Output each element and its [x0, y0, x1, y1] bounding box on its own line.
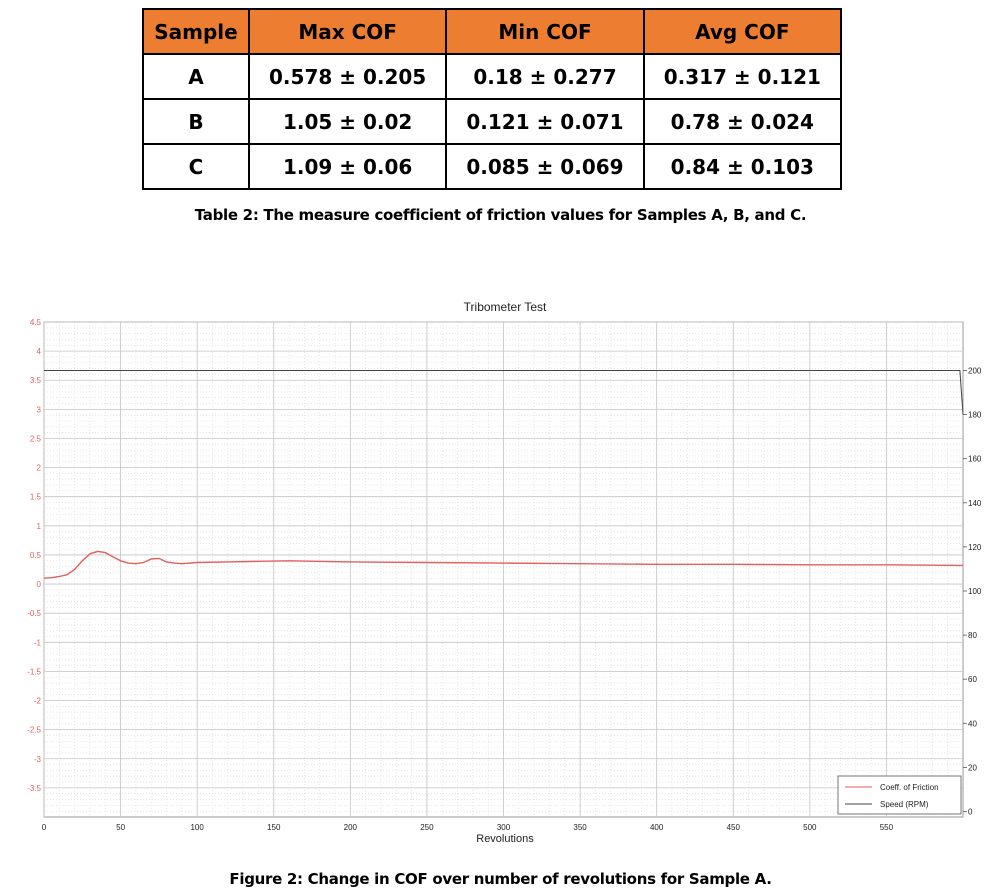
- table-row: C 1.09 ± 0.06 0.085 ± 0.069 0.84 ± 0.103: [142, 143, 843, 190]
- y2-tick-label: 60: [968, 675, 977, 684]
- legend-box: [837, 775, 962, 815]
- x-tick-label: 450: [727, 823, 741, 832]
- cell-avg-cof: 0.84 ± 0.103: [642, 143, 843, 190]
- x-tick-label: 400: [650, 823, 664, 832]
- y2-tick-label: 120: [968, 543, 982, 552]
- x-tick-label: 50: [116, 823, 125, 832]
- y-tick-label: 3: [37, 405, 42, 414]
- grid-major: [43, 321, 963, 817]
- ticks-layer: 0 50 100 150 200 250 300 350 400 450 500 5504.543.5…: [27, 318, 982, 832]
- header-max-cof: Max COF: [247, 8, 448, 55]
- cell-sample: A: [142, 53, 250, 100]
- y-tick-label: 2: [37, 464, 42, 473]
- table-caption: Table 2: The measure coefficient of fric…: [194, 206, 807, 224]
- y-tick-label: -1: [34, 638, 42, 647]
- cell-min-cof: 0.18 ± 0.277: [445, 53, 645, 100]
- y2-tick-label: 0: [968, 807, 973, 816]
- cell-avg-cof: 0.317 ± 0.121: [642, 53, 843, 100]
- series-line-cof: [43, 550, 964, 579]
- header-sample: Sample: [142, 8, 250, 55]
- y2-tick-label: 100: [968, 587, 982, 596]
- x-tick-label: 350: [573, 823, 587, 832]
- table-header-row: Sample Max COF Min COF Avg COF: [142, 8, 843, 55]
- x-tick-label: 150: [267, 823, 281, 832]
- cof-table: Sample Max COF Min COF Avg COF A 0.578 ±…: [142, 8, 843, 190]
- cell-sample: C: [142, 143, 250, 190]
- table-row: B 1.05 ± 0.02 0.121 ± 0.071 0.78 ± 0.024: [142, 98, 843, 145]
- legend: Coeff. of Friction Speed (RPM): [837, 775, 962, 815]
- y-tick-label: -1.5: [27, 667, 41, 676]
- figure-caption: Figure 2: Change in COF over number of r…: [229, 870, 772, 888]
- x-axis-label: Revolutions: [476, 833, 534, 845]
- x-tick-label: 0: [42, 823, 47, 832]
- y2-tick-label: 20: [968, 763, 977, 772]
- tribometer-chart: 0 50 100 150 200 250 300 350 400 450 500 5504.543.5…: [27, 300, 982, 845]
- y2-tick-label: 40: [968, 719, 977, 728]
- series-line-speed: [44, 370, 964, 415]
- x-tick-label: 250: [420, 823, 434, 832]
- cell-max-cof: 1.09 ± 0.06: [247, 143, 448, 190]
- y-tick-label: 4: [37, 347, 42, 356]
- y-tick-label: -2: [34, 697, 42, 706]
- legend-label-cof: Coeff. of Friction: [880, 783, 939, 792]
- x-tick-label: 500: [803, 823, 817, 832]
- y-tick-label: 4.5: [30, 318, 42, 327]
- cell-max-cof: 1.05 ± 0.02: [247, 98, 448, 145]
- y-tick-label: 0: [37, 580, 42, 589]
- y-tick-label: 3.5: [30, 376, 42, 385]
- cell-min-cof: 0.085 ± 0.069: [445, 143, 645, 190]
- y-tick-label: -3: [34, 755, 42, 764]
- cell-max-cof: 0.578 ± 0.205: [247, 53, 448, 100]
- cell-sample: B: [142, 98, 250, 145]
- y-tick-label: -0.5: [27, 609, 41, 618]
- x-tick-label: 100: [190, 823, 204, 832]
- y-tick-label: -3.5: [27, 784, 41, 793]
- table-row: A 0.578 ± 0.205 0.18 ± 0.277 0.317 ± 0.1…: [142, 53, 843, 100]
- x-tick-label: 550: [880, 823, 894, 832]
- y2-tick-label: 200: [968, 367, 982, 376]
- y2-tick-label: 180: [968, 411, 982, 420]
- x-tick-label: 300: [497, 823, 511, 832]
- y2-tick-label: 160: [968, 455, 982, 464]
- y-tick-label: 1.5: [30, 493, 42, 502]
- y-tick-label: 0.5: [30, 551, 42, 560]
- y2-tick-label: 140: [968, 499, 982, 508]
- y-tick-label: -2.5: [27, 726, 41, 735]
- y2-tick-label: 80: [968, 631, 977, 640]
- y-tick-label: 2.5: [30, 434, 42, 443]
- cell-min-cof: 0.121 ± 0.071: [445, 98, 645, 145]
- chart-title: Tribometer Test: [464, 300, 547, 314]
- header-avg-cof: Avg COF: [642, 8, 843, 55]
- series-layer: [43, 370, 964, 579]
- header-min-cof: Min COF: [445, 8, 645, 55]
- cell-avg-cof: 0.78 ± 0.024: [642, 98, 843, 145]
- y-tick-label: 1: [37, 522, 42, 531]
- legend-label-speed: Speed (RPM): [880, 800, 929, 809]
- x-tick-label: 200: [344, 823, 358, 832]
